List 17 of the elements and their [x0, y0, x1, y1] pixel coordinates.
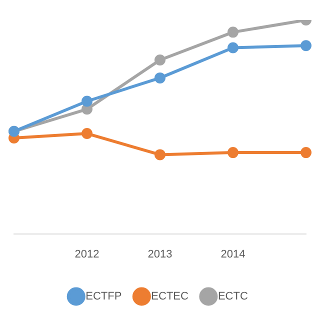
point: [228, 147, 238, 158]
point: [154, 72, 166, 84]
point: [228, 26, 238, 38]
point: [82, 128, 92, 140]
point: [154, 54, 166, 66]
x-tick-label: 2013: [148, 248, 172, 260]
point: [154, 149, 166, 160]
point: [300, 40, 312, 52]
x-tick-label: 2012: [74, 248, 100, 260]
legend-label: ECTC: [218, 290, 248, 303]
legend-label: ECTEC: [151, 290, 189, 303]
legend-label: ECTFP: [86, 290, 122, 303]
point: [300, 147, 312, 158]
point: [82, 96, 92, 107]
point: [82, 104, 92, 115]
point: [228, 42, 238, 54]
x-tick-label: 2014: [220, 248, 246, 260]
